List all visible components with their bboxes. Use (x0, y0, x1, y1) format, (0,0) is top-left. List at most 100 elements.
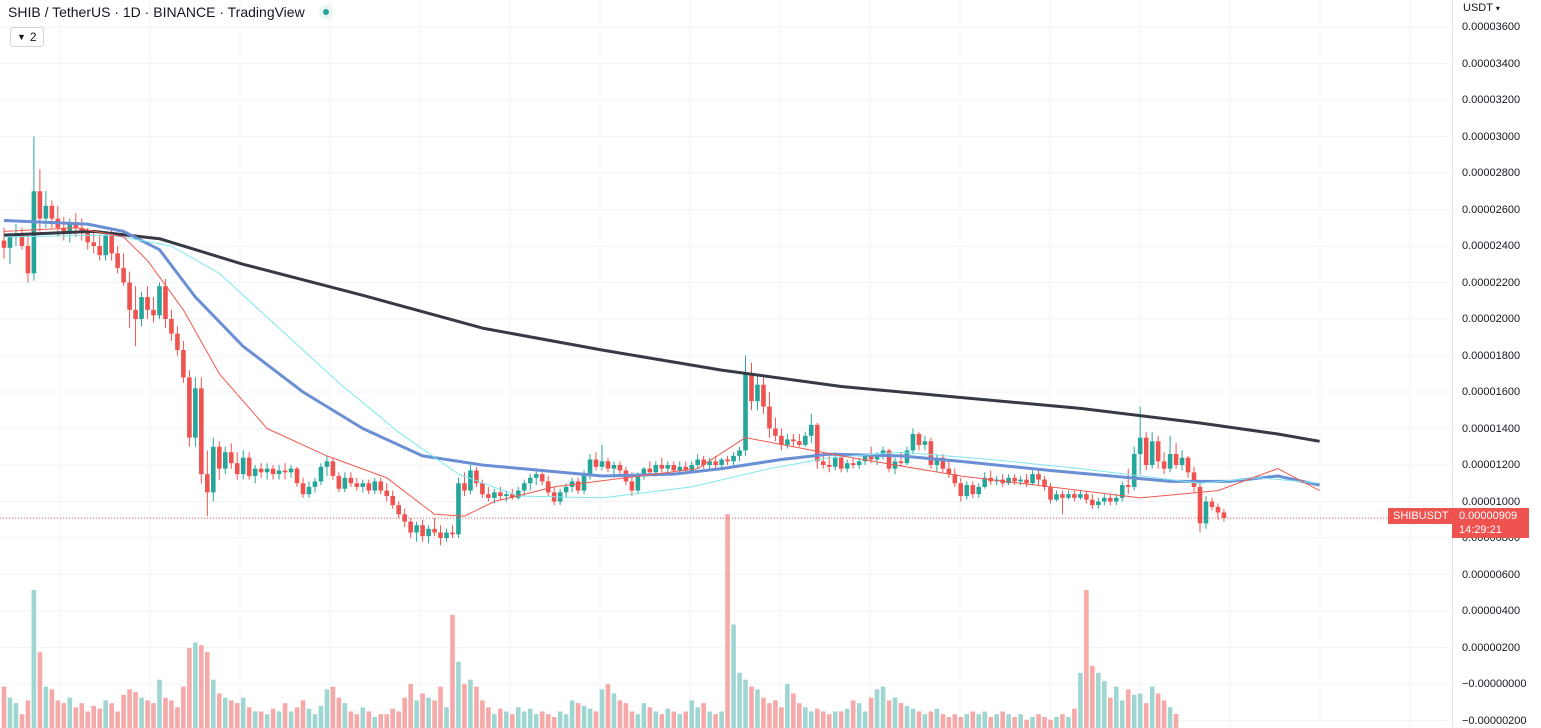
volume-bar (850, 700, 856, 728)
price-tick-label: 0.00000600 (1462, 568, 1521, 581)
volume-bar (1102, 681, 1107, 728)
volume-bar (73, 707, 79, 728)
candle-body (25, 246, 31, 274)
candle-body (1221, 512, 1227, 518)
candle-body (1191, 472, 1197, 487)
volume-bar (773, 700, 778, 728)
candle-body (91, 242, 96, 246)
volume-bar (701, 703, 706, 728)
volume-bar (139, 697, 144, 728)
volume-bar (1054, 716, 1059, 728)
candle-body (958, 483, 964, 497)
volume-bar (145, 700, 150, 728)
candle-body (653, 465, 659, 473)
candle-body (1173, 454, 1179, 465)
volume-bar (910, 708, 916, 728)
candle-body (982, 477, 988, 487)
collapse-indicators-button[interactable]: ▼ 2 (10, 27, 44, 47)
volume-bar (49, 689, 55, 728)
volume-bar (222, 697, 228, 728)
moving-average-line (3, 227, 1320, 517)
candle-body (396, 505, 401, 515)
currency-label: USDT (1463, 2, 1493, 14)
volume-bar (1006, 714, 1011, 728)
candle-body (725, 459, 730, 462)
candle-body (880, 450, 886, 455)
volume-bar (55, 700, 61, 728)
volume-bar (994, 714, 999, 728)
candle-body (605, 461, 611, 469)
candle-body (450, 532, 455, 535)
candle-body (838, 457, 844, 469)
volume-bar (898, 703, 904, 728)
candle-body (701, 459, 706, 465)
volume-bar (826, 714, 832, 728)
candle-body (193, 388, 198, 438)
candle-body (1084, 494, 1089, 500)
volume-bar (1042, 716, 1047, 728)
volume-bar (175, 707, 180, 728)
candle-body (414, 525, 419, 533)
candle-body (563, 486, 569, 493)
price-tick-label: 0.00001600 (1462, 386, 1521, 398)
volume-bar (1036, 714, 1041, 728)
volume-bar (109, 703, 114, 728)
currency-selector[interactable]: USDT ▾ (1463, 2, 1500, 14)
price-tick-label: 0.00003200 (1462, 94, 1521, 106)
volume-bar (37, 652, 43, 728)
volume-bar (402, 697, 407, 728)
volume-bar (611, 693, 617, 728)
volume-bar (318, 705, 324, 728)
price-tick-label: −0.00000200 (1462, 714, 1527, 727)
candle-body (163, 286, 168, 319)
price-tick-label: 0.00001400 (1462, 422, 1521, 435)
volume-bar (1018, 714, 1023, 728)
candle-body (432, 528, 437, 533)
candle-body (240, 457, 246, 475)
candle-body (1030, 474, 1035, 484)
volume-bar (43, 686, 49, 728)
volume-bar (725, 514, 730, 728)
volume-bar (1137, 693, 1143, 728)
moving-averages (3, 219, 1320, 517)
volume-bar (396, 711, 401, 728)
volume-bar (934, 708, 940, 728)
candle-body (964, 485, 970, 497)
volume-bar (474, 686, 479, 728)
candle-body (211, 446, 216, 493)
candle-body (151, 309, 156, 316)
candle-body (587, 459, 593, 475)
candle-body (533, 474, 539, 478)
volume-bars (1, 514, 1179, 728)
candle-body (713, 461, 718, 465)
candle-body (844, 463, 850, 469)
volume-bar (127, 689, 132, 728)
volume-bar (462, 683, 467, 728)
candle-body (1102, 497, 1107, 502)
candle-body (1, 240, 7, 248)
price-tick-label: 0.00002400 (1462, 240, 1521, 252)
volume-bar (1143, 703, 1149, 728)
volume-bar (551, 716, 557, 728)
volume-bar (629, 711, 635, 728)
bar-countdown: 14:29:21 (1459, 524, 1502, 536)
volume-bar (115, 711, 120, 728)
candle-body (665, 465, 671, 469)
candle-body (1215, 506, 1221, 513)
volume-bar (587, 708, 593, 728)
volume-bar (1084, 590, 1089, 728)
candle-body (1155, 441, 1161, 462)
price-axis[interactable]: USDT ▾ 0.00003600 0.00003400 0.00003200 0.0… (1452, 0, 1541, 728)
candle-body (928, 441, 934, 465)
volume-bar (671, 711, 677, 728)
volume-bar (683, 711, 689, 728)
candle-body (157, 286, 162, 316)
volume-bar (880, 686, 886, 728)
volume-bar (67, 697, 73, 728)
price-tick-label: 0.00001800 (1462, 349, 1521, 362)
candle-body (258, 468, 264, 473)
candle-body (1125, 485, 1131, 487)
symbol-tag: SHIBUSDT (1388, 508, 1454, 524)
candle-body (378, 481, 384, 491)
